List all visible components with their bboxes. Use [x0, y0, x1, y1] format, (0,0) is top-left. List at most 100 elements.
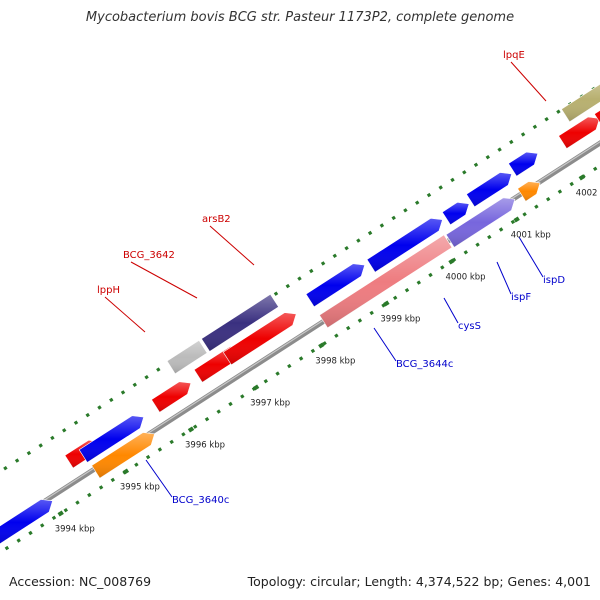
grid-dot — [510, 219, 516, 225]
grid-dot — [345, 325, 351, 331]
gene-BCG_3641 — [78, 415, 145, 463]
grid-dot — [98, 485, 104, 490]
gene-lppH — [151, 381, 192, 413]
grid-dot — [534, 204, 539, 209]
gene-arsB2-plus — [222, 312, 297, 366]
leader-line — [104, 296, 146, 333]
grid-dot — [51, 515, 57, 521]
grid-dot — [287, 363, 292, 369]
grid-dot — [273, 291, 279, 296]
dot-rows — [3, 86, 598, 551]
grid-dot — [38, 443, 43, 448]
grid-dot — [228, 401, 233, 407]
grid-dot — [569, 181, 574, 187]
grid-dot — [485, 154, 491, 160]
grid-dot — [403, 208, 408, 213]
grid-dot — [97, 405, 102, 410]
grid-dot — [285, 283, 291, 289]
grid-dot — [357, 318, 363, 323]
grid-dot — [297, 276, 302, 281]
gene-ispD-upper — [441, 201, 470, 226]
grid-dot — [240, 394, 245, 399]
grid-dot — [85, 412, 90, 418]
kbp-ticks: 3994 kbp 3995 kbp 3996 kbp 3997 kbp 3998 kbp… — [55, 174, 600, 535]
kbp-tick-label: 3996 kbp — [185, 441, 225, 451]
gene-label-ispf[interactable]: ispF — [511, 292, 531, 303]
grid-dot — [475, 242, 480, 247]
grid-dot — [63, 507, 69, 513]
gene-label-arsb2[interactable]: arsB2 — [202, 214, 231, 225]
grid-dot — [344, 245, 349, 251]
grid-dot — [369, 310, 374, 316]
grid-dot — [544, 116, 549, 122]
grid-dot — [532, 124, 538, 130]
backbone — [0, 140, 600, 533]
grid-dot — [404, 287, 410, 293]
grid-dot — [75, 500, 80, 505]
grid-dot — [73, 420, 79, 425]
grid-dot — [416, 280, 422, 285]
gene-ispF — [445, 197, 516, 248]
kbp-tick-label: 4000 kbp — [446, 273, 486, 283]
kbp-tick-label: 4002 kbp — [576, 189, 600, 199]
kbp-tick-mark — [318, 342, 325, 349]
gene-lpqE-2 — [593, 110, 600, 124]
grid-dot — [592, 166, 598, 172]
genome-backbone — [0, 140, 600, 533]
grid-dot — [367, 230, 373, 236]
gene-BCG_3644c — [319, 234, 453, 329]
grid-dot — [356, 238, 361, 243]
gene-label-cyss[interactable]: cysS — [458, 321, 481, 332]
label-leaders — [104, 61, 547, 498]
gene-BCG_3640c — [91, 432, 155, 479]
kbp-tick-mark — [187, 426, 195, 433]
leader-line — [145, 459, 173, 498]
grid-dot — [216, 409, 221, 414]
leader-line — [443, 297, 459, 324]
grid-dot — [379, 223, 385, 228]
grid-dot — [520, 132, 526, 137]
grid-dot — [497, 147, 502, 152]
grid-dot — [438, 185, 443, 190]
kbp-tick-label: 3997 kbp — [250, 399, 290, 409]
grid-dot — [450, 177, 455, 183]
gene-cysS-upper — [366, 217, 443, 273]
grid-dot — [4, 545, 10, 551]
gene-label-ispd[interactable]: ispD — [543, 275, 565, 286]
kbp-tick-label: 3998 kbp — [315, 357, 355, 367]
grid-dot — [440, 265, 445, 270]
grid-dot — [134, 462, 139, 467]
grid-dot — [463, 250, 469, 255]
gene-label-bcg-3642[interactable]: BCG_3642 — [123, 250, 175, 261]
grid-dot — [156, 367, 161, 372]
gene-label-bcg-3640c[interactable]: BCG_3640c — [172, 495, 229, 506]
leader-line — [518, 236, 544, 278]
gene-label-lpph[interactable]: lppH — [97, 285, 120, 296]
gene-label-lpqe[interactable]: lpqE — [503, 50, 525, 61]
gene-features — [0, 83, 600, 545]
kbp-tick-mark — [383, 300, 390, 307]
map-title: Mycobacterium bovis BCG str. Pasteur 117… — [85, 10, 515, 25]
grid-dot — [275, 371, 280, 376]
gene-lpqE — [558, 116, 600, 149]
grid-dot — [61, 428, 67, 433]
genome-summary-text: Topology: circular; Length: 4,374,522 bp… — [247, 574, 591, 589]
grid-dot — [204, 416, 210, 422]
grid-dot — [557, 189, 563, 194]
grid-dot — [298, 356, 304, 361]
grid-dot — [26, 450, 32, 456]
gene-label-bcg-3644c[interactable]: BCG_3644c — [396, 359, 453, 370]
grid-dot — [320, 261, 326, 266]
kbp-tick-mark — [578, 174, 585, 181]
grid-dot — [14, 458, 20, 463]
grid-dot — [132, 382, 138, 388]
grid-dot — [50, 435, 55, 441]
grid-dot — [428, 272, 433, 278]
gene-ispD — [465, 172, 513, 208]
grid-dot — [310, 348, 316, 354]
kbp-tick-mark — [57, 510, 64, 517]
grid-dot — [391, 215, 396, 221]
leader-line — [496, 261, 512, 295]
grid-dot — [110, 477, 116, 483]
